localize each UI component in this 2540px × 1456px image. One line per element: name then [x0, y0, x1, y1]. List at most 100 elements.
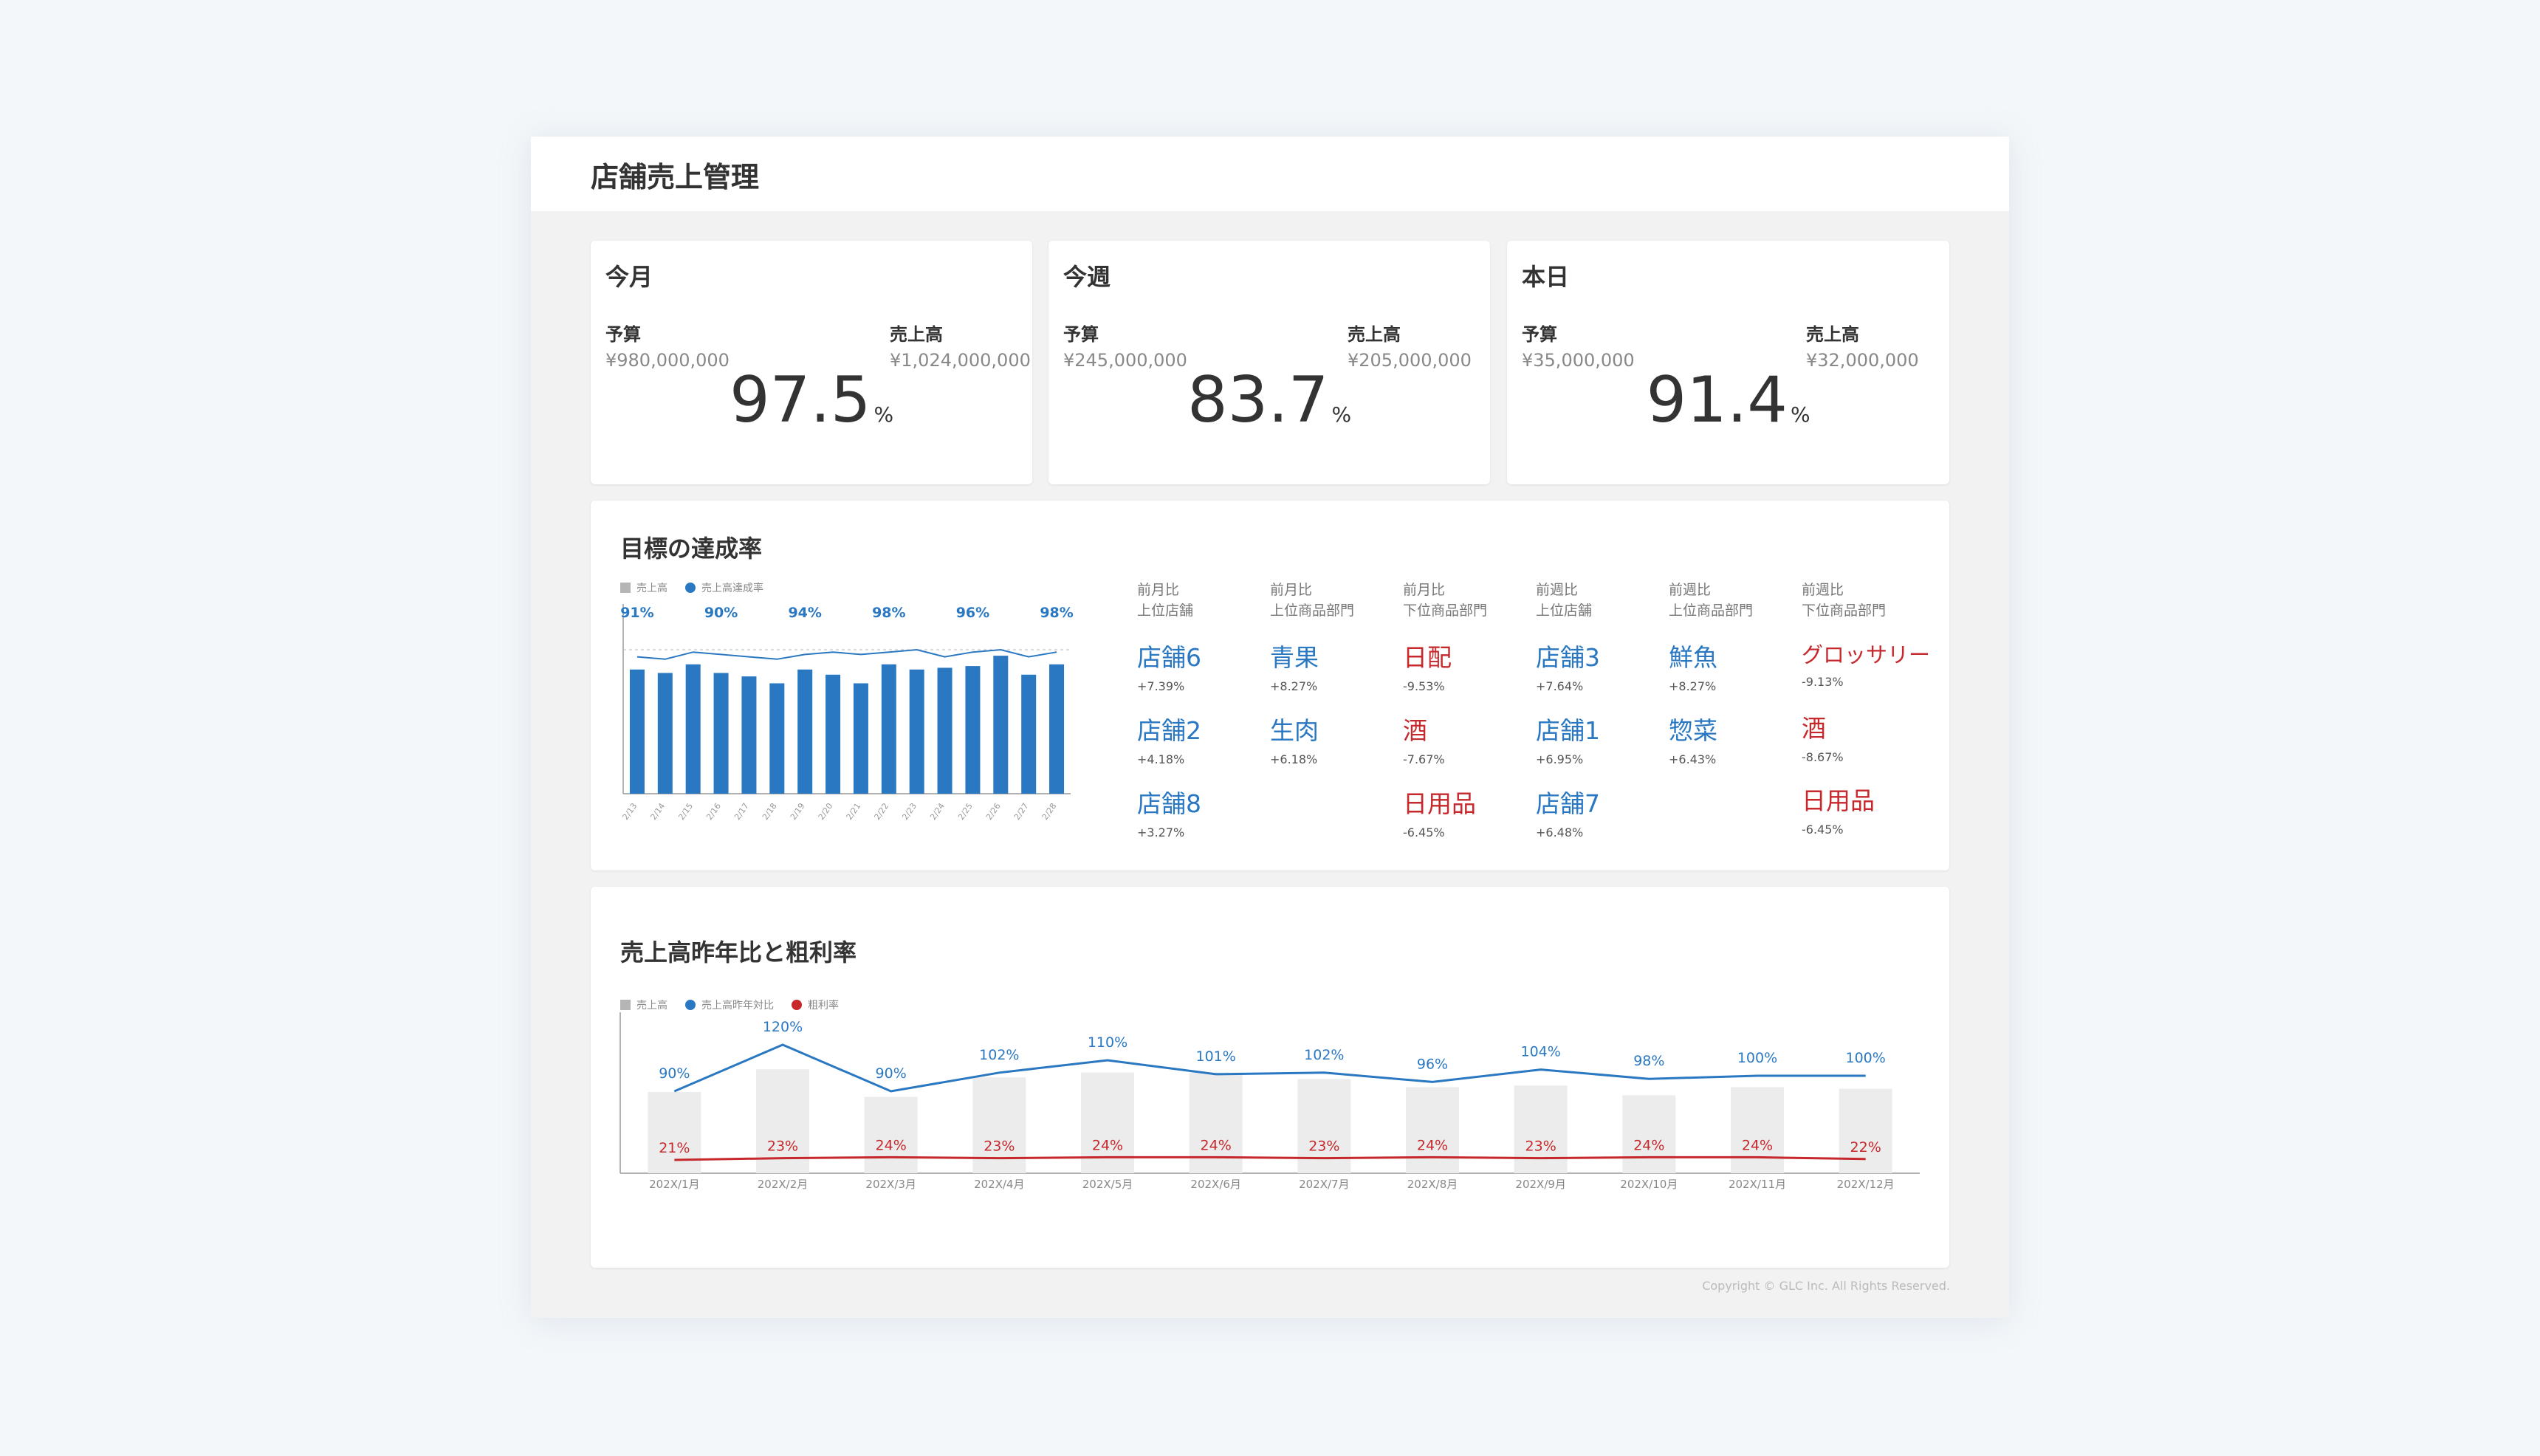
ranking-item-name: 店舗6: [1137, 643, 1201, 672]
kpi-card-today: 本日 予算 ¥35,000,000 売上高 ¥32,000,000 91.4%: [1507, 241, 1949, 484]
section-title: 売上高昨年比と粗利率: [620, 938, 857, 966]
ranking-item-name: 日配: [1403, 643, 1452, 672]
budget-value: ¥980,000,000: [605, 350, 730, 371]
bar: [937, 667, 952, 794]
bar: [713, 673, 729, 794]
bar: [881, 664, 896, 794]
ranking-column: 前週比 上位店舗 店舗3 +7.64% 店舗1 +6.95% 店舗7 +6.48%: [1536, 580, 1669, 839]
ranking-item: 店舗2 +4.18%: [1137, 711, 1201, 766]
legend-dot-icon: [792, 1000, 802, 1010]
x-tick-label: 202X/6月: [1190, 1178, 1241, 1191]
ranking-item-name: 店舗8: [1137, 789, 1201, 818]
bar: [657, 673, 673, 794]
data-label: 98%: [872, 605, 905, 621]
data-label: 102%: [979, 1047, 1019, 1063]
ranking-header-period: 前月比: [1270, 582, 1313, 598]
data-label: 22%: [1850, 1139, 1881, 1155]
ranking-item: 日用品 -6.45%: [1403, 784, 1476, 839]
data-label: 101%: [1196, 1048, 1236, 1065]
x-tick-label: 202X/10月: [1620, 1178, 1678, 1191]
data-label: 100%: [1737, 1050, 1777, 1066]
bar: [741, 676, 757, 794]
ranking-item-change: +6.18%: [1270, 752, 1318, 766]
ranking-column: 前月比 上位店舗 店舗6 +7.39% 店舗2 +4.18% 店舗8 +3.27%: [1137, 580, 1270, 839]
bar: [853, 683, 868, 794]
ranking-item-change: +7.39%: [1137, 679, 1185, 693]
margin-line: [674, 1155, 1866, 1161]
budget-label: 予算: [1522, 324, 1557, 345]
ranking-item-change: -9.53%: [1403, 679, 1445, 693]
rate-unit: %: [1331, 402, 1352, 427]
ranking-item: 店舗6 +7.39%: [1137, 638, 1201, 693]
ranking-item-change: -6.45%: [1802, 823, 1844, 837]
ranking-item-change: +6.48%: [1536, 825, 1584, 839]
ranking-column-header: 前月比 下位商品部門: [1403, 580, 1536, 625]
legend-swatch-icon: [620, 583, 631, 593]
x-tick-label: 2/21: [845, 801, 863, 822]
bar: [1406, 1087, 1459, 1173]
data-label: 98%: [1040, 605, 1073, 621]
legend-dot-icon: [685, 583, 696, 593]
sales-value: ¥1,024,000,000: [890, 350, 1031, 371]
legend-label: 売上高: [636, 1000, 667, 1012]
kpi-title: 今月: [605, 263, 653, 291]
ranking-header-category: 上位店舗: [1536, 602, 1593, 619]
ranking-item-name: 店舗2: [1137, 716, 1201, 745]
ranking-header-category: 下位商品部門: [1403, 602, 1488, 619]
kpi-title: 本日: [1522, 263, 1570, 291]
data-label: 90%: [704, 605, 738, 621]
x-tick-label: 2/24: [928, 801, 947, 822]
bar: [797, 669, 813, 794]
kpi-title: 今週: [1063, 263, 1111, 291]
data-label: 23%: [984, 1139, 1015, 1155]
data-label: 96%: [956, 605, 989, 621]
ranking-item-change: -7.67%: [1403, 752, 1445, 766]
page-title: 店舗売上管理: [591, 161, 760, 193]
ranking-item: 酒 -8.67%: [1802, 709, 1844, 764]
ranking-item-name: 酒: [1403, 716, 1427, 745]
ranking-item-name: 惣菜: [1669, 716, 1717, 745]
yoy-chart: 202X/1月 202X/2月 202X/3月 202X/4月 202X/5月 202X/…: [619, 1012, 1920, 1191]
legend-label: 粗利率: [808, 1000, 839, 1012]
bar: [648, 1092, 701, 1173]
x-tick-label: 202X/9月: [1515, 1178, 1566, 1191]
bar: [1731, 1087, 1784, 1173]
ranking-item: 鮮魚 +8.27%: [1669, 638, 1717, 693]
data-label: 90%: [876, 1065, 907, 1082]
ranking-column-header: 前月比 上位商品部門: [1270, 580, 1403, 625]
data-label: 94%: [788, 605, 821, 621]
data-label: 23%: [1308, 1139, 1339, 1155]
data-label: 104%: [1521, 1044, 1561, 1060]
x-tick-label: 202X/12月: [1837, 1178, 1895, 1191]
legend-swatch-icon: [620, 1000, 631, 1010]
ranking-item: グロッサリー -9.13%: [1802, 638, 1930, 689]
ranking-item: 酒 -7.67%: [1403, 711, 1445, 766]
data-label: 96%: [1417, 1056, 1448, 1072]
ranking-column-header: 前月比 上位店舗: [1137, 580, 1270, 625]
ranking-item: 店舗7 +6.48%: [1536, 784, 1600, 839]
data-label: 90%: [659, 1065, 690, 1082]
ranking-item-name: 鮮魚: [1669, 643, 1717, 672]
legend-item-sales: 売上高: [620, 997, 667, 1012]
ranking-item: 生肉 +6.18%: [1270, 711, 1319, 766]
ranking-item: 青果 +8.27%: [1270, 638, 1319, 693]
bar: [756, 1069, 809, 1173]
data-label: 110%: [1088, 1034, 1127, 1051]
rate-unit: %: [873, 402, 894, 427]
ranking-header-period: 前週比: [1802, 582, 1844, 598]
ranking-column-header: 前週比 上位商品部門: [1669, 580, 1802, 625]
data-label: 102%: [1304, 1047, 1344, 1063]
ranking-item: 店舗1 +6.95%: [1536, 711, 1600, 766]
sales-value: ¥205,000,000: [1348, 350, 1472, 371]
budget-value: ¥35,000,000: [1522, 350, 1635, 371]
ranking-item-name: 青果: [1270, 643, 1319, 672]
legend-label: 売上高: [636, 583, 667, 594]
x-tick-label: 202X/3月: [865, 1178, 916, 1191]
ranking-item-name: 日用品: [1403, 789, 1476, 818]
x-tick-label: 202X/7月: [1299, 1178, 1350, 1191]
x-tick-label: 2/27: [1012, 801, 1031, 822]
ranking-item-name: 店舗1: [1536, 716, 1600, 745]
ranking-column-header: 前週比 下位商品部門: [1802, 580, 1935, 625]
data-label: 24%: [1201, 1137, 1232, 1153]
x-tick-label: 2/22: [872, 801, 890, 822]
